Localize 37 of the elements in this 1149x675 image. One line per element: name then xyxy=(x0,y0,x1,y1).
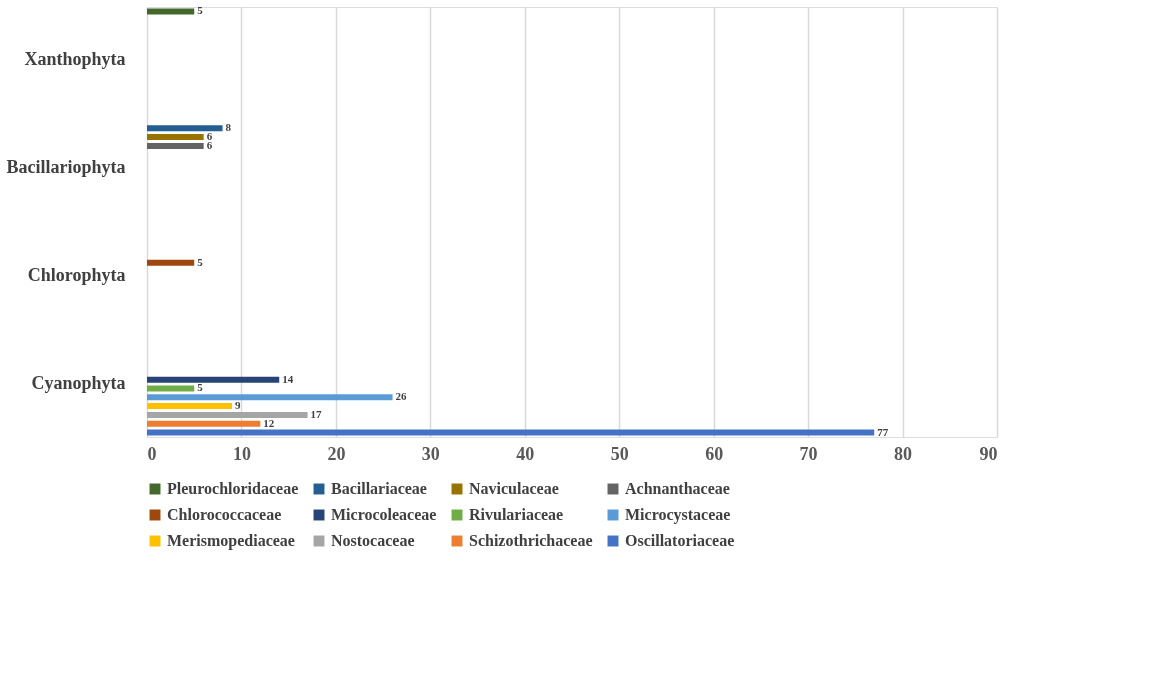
data-label: 26 xyxy=(395,390,408,403)
legend-label: Oscillatoriaceae xyxy=(625,532,735,549)
y-tick-label: Xanthophyta xyxy=(24,48,126,69)
data-label: 9 xyxy=(235,399,241,412)
legend-label: Schizothrichaceae xyxy=(469,532,593,549)
data-label: 12 xyxy=(263,416,275,429)
x-tick-label: 30 xyxy=(421,443,440,464)
y-tick-label: Bacillariophyta xyxy=(6,156,126,177)
y-tick-label: Chlorophyta xyxy=(27,265,126,286)
data-label: 5 xyxy=(197,381,204,394)
legend-label: Naviculaceae xyxy=(469,480,559,497)
legend-label: Bacillariaceae xyxy=(331,480,427,497)
data-label: 14 xyxy=(282,372,294,385)
x-tick-label: 60 xyxy=(705,443,724,464)
legend-label: Microcoleaceae xyxy=(331,506,437,523)
y-tick-label: Cyanophyta xyxy=(31,373,126,394)
data-label: 17 xyxy=(310,407,323,420)
x-tick-label: 70 xyxy=(799,443,818,464)
x-tick-label: 80 xyxy=(894,443,913,464)
x-tick-label: 50 xyxy=(610,443,629,464)
legend-label: Merismopediaceae xyxy=(167,532,295,550)
x-tick-label: 10 xyxy=(232,443,251,464)
x-tick-label: 0 xyxy=(147,443,157,464)
legend-label: Rivulariaceae xyxy=(469,506,564,523)
x-tick-label: 40 xyxy=(516,443,535,464)
legend-label: Chlorococcaceae xyxy=(167,506,282,523)
legend-label: Pleurochloridaceae xyxy=(167,480,299,497)
x-tick-label: 20 xyxy=(327,443,346,464)
legend-label: Nostocaceae xyxy=(331,532,415,549)
legend-label: Microcystaceae xyxy=(625,506,731,524)
data-label: 8 xyxy=(225,121,232,134)
x-tick-label: 90 xyxy=(979,443,998,464)
data-label: 5 xyxy=(197,4,204,17)
legend-label: Achnanthaceae xyxy=(625,480,730,497)
data-label: 6 xyxy=(206,130,213,143)
data-label: 77 xyxy=(877,425,889,438)
data-label: 5 xyxy=(197,255,204,268)
